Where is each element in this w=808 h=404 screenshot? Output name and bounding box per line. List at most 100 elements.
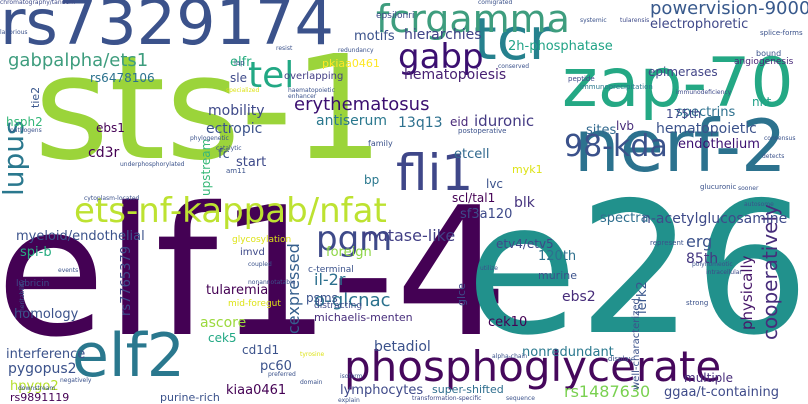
word: physically <box>738 255 756 330</box>
word: rs7765379 <box>119 245 134 316</box>
word: nerf-2 <box>574 104 787 188</box>
word: sooner <box>738 185 759 192</box>
word: coupled <box>248 261 272 268</box>
word: epimerases <box>648 65 718 79</box>
word: lap <box>234 59 245 67</box>
word: 13q13 <box>398 115 443 131</box>
word: gabp <box>398 37 484 77</box>
word: sites <box>586 123 617 138</box>
word: tularensis <box>620 17 650 24</box>
word: display <box>608 355 633 363</box>
word: intracellular <box>706 269 742 276</box>
word: etv4/etv5 <box>496 237 554 251</box>
word: utilize <box>480 265 498 272</box>
word: endothelium <box>678 137 760 152</box>
word: heritability <box>19 279 26 312</box>
word: catalytic <box>216 145 242 152</box>
word: mid-foregut <box>228 299 281 309</box>
word: etcell <box>454 147 490 162</box>
word: powervision-9000 <box>650 0 808 19</box>
word: 85th <box>686 251 719 267</box>
word: alpha-chain <box>492 353 528 360</box>
word: 120th <box>538 249 577 264</box>
word: pathogens <box>10 127 42 134</box>
word: upstream <box>199 138 213 196</box>
word: am11 <box>226 167 247 175</box>
word: imvd <box>240 247 265 258</box>
word: start <box>236 155 267 170</box>
word: scl/tal1 <box>452 191 496 205</box>
word: tularemia <box>206 283 269 298</box>
word: epsilonri <box>376 11 415 21</box>
word: ebs1 <box>96 121 125 135</box>
word: motifs <box>354 29 395 44</box>
word: 2h-phosphatase <box>508 39 613 54</box>
word: spectra <box>600 211 649 226</box>
word: mutase-like <box>362 226 456 245</box>
word: purine-rich <box>160 391 220 404</box>
word: lvc <box>486 177 504 191</box>
word: bp <box>364 173 380 187</box>
word: 175th <box>666 107 702 121</box>
word: events <box>58 267 79 274</box>
word: rs6478106 <box>90 71 155 85</box>
word: overlapping <box>284 71 344 82</box>
word: strong <box>686 299 709 307</box>
word: pgm <box>316 219 393 259</box>
word: blk <box>514 195 535 211</box>
word: glce <box>455 283 468 306</box>
word: underphosphorylated <box>120 161 185 168</box>
word: n-acetylglucosamine <box>642 211 788 227</box>
word: spi-b <box>20 245 52 260</box>
word: antiserum <box>316 113 388 129</box>
word: systemic <box>580 17 607 24</box>
word: myk1 <box>512 163 543 176</box>
word: transformation-specific <box>412 395 482 402</box>
word: immunodeficiency <box>676 89 732 96</box>
word: ebs2 <box>562 289 596 305</box>
word: autosome <box>744 201 774 208</box>
word: cytoplasm-located <box>84 195 140 202</box>
word: lvb <box>616 119 635 133</box>
word: interference <box>6 347 86 362</box>
word: bound <box>756 49 782 58</box>
word: immunoprecipitation <box>580 83 653 91</box>
word: e26 <box>466 163 808 375</box>
word: represent <box>650 239 684 247</box>
word: sle <box>230 71 247 85</box>
word: polyhomeotic <box>692 261 733 268</box>
word: homology <box>14 307 79 322</box>
word: chromatography/tandem <box>0 0 75 6</box>
word: tcr <box>474 5 553 73</box>
word: elfr <box>230 55 252 70</box>
word: glucuronic <box>700 183 737 191</box>
word: well-characterized <box>631 298 642 390</box>
word: preferred <box>268 371 296 378</box>
word: phosphoglycerate <box>344 342 722 391</box>
word: redundancy <box>338 47 374 54</box>
word: haematopoietic <box>288 87 335 94</box>
word: conserved <box>498 63 530 70</box>
word: ectropic <box>206 121 263 137</box>
word: domain <box>300 379 323 386</box>
word: c-terminal <box>308 265 354 275</box>
word: zap-70 <box>562 44 794 123</box>
word: negatively <box>60 377 92 384</box>
word: michaelis-menten <box>314 311 413 324</box>
word: myeloid/endothelial <box>16 229 145 244</box>
word: rs9891119 <box>10 391 70 404</box>
word: fc <box>218 147 230 162</box>
word: specialized <box>226 87 260 94</box>
word: cexpressed <box>284 243 303 334</box>
word: downstream <box>18 385 56 392</box>
word: sequence <box>506 395 535 402</box>
word: tel <box>248 55 295 96</box>
word: lubricin <box>16 279 50 289</box>
word: detects <box>762 153 785 160</box>
word: phylogenetic <box>190 135 229 142</box>
word: ggaa/t-containing <box>664 385 779 400</box>
word: tyrosine <box>300 351 325 358</box>
word: betadiol <box>374 339 431 355</box>
word: multiple <box>684 371 734 385</box>
